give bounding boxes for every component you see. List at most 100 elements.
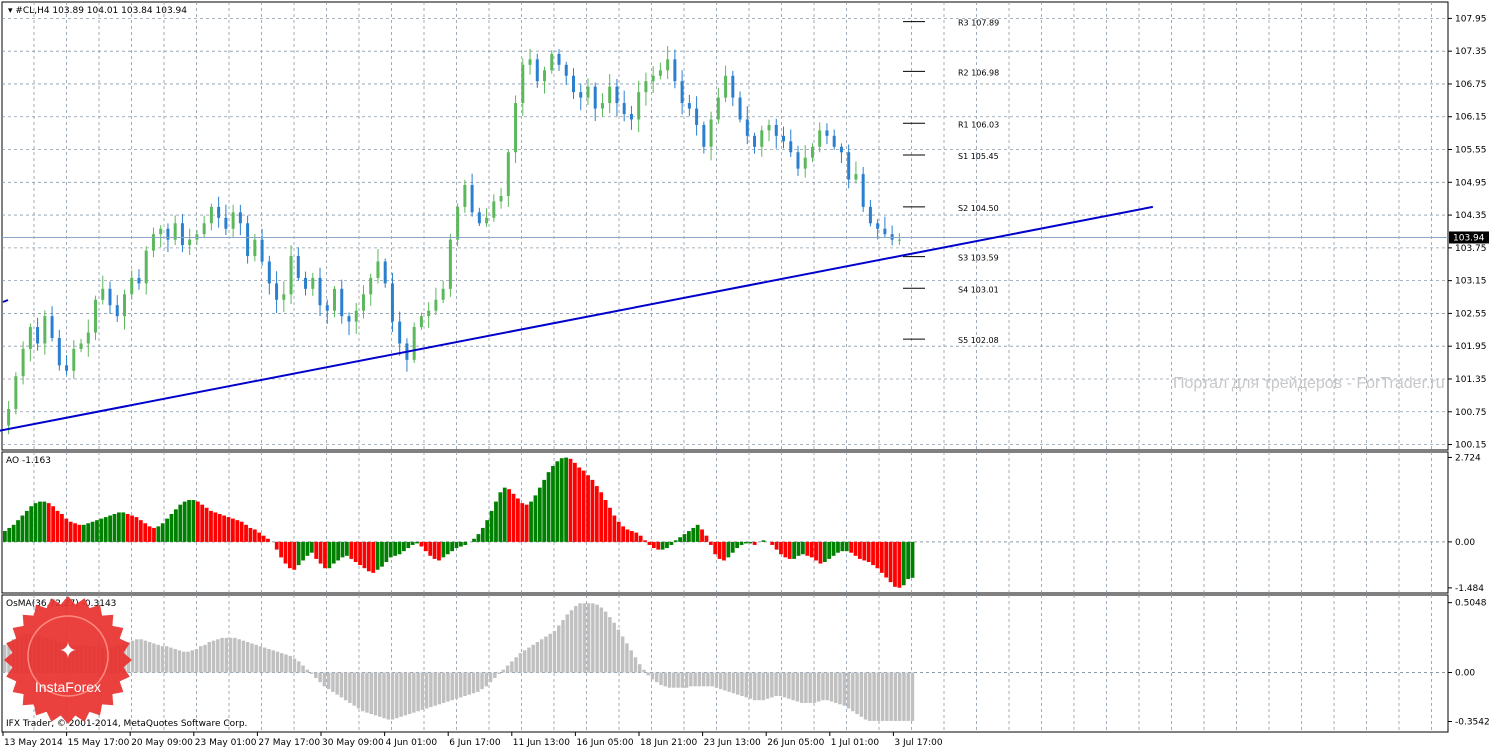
logo-ring [27,615,109,697]
ao-bar [498,492,503,542]
osma-bar [616,629,621,673]
osma-bar [186,651,190,673]
candle-body [644,81,648,93]
osma-bar [224,637,229,673]
ao-bar [621,526,626,542]
ao-bar [748,541,753,544]
ao-bar [673,540,678,542]
candle-body [427,310,431,317]
grid [1,1,1449,733]
ao-bar [174,509,178,542]
osma-bar [288,655,292,673]
ao-bar [827,541,832,559]
ao-bar [305,541,310,556]
ao-bar [349,541,354,559]
osma-bar [412,672,416,713]
osma-bar [876,672,881,721]
ao-bar [704,535,709,542]
ao-bar [51,506,56,542]
ao-bar [744,541,748,544]
candle-body [50,316,54,338]
candle-body [217,206,221,218]
osma-bar [169,647,173,673]
candle-body [28,327,32,349]
osma-bar [684,672,689,688]
ao-bar [345,541,349,556]
ao-bar [358,541,362,566]
ao-bar [581,470,586,542]
candle-body [658,70,662,76]
osma-bar [365,672,369,713]
osma-bar [348,672,352,703]
chart-title: ▾ #CL,H4 103.89 104.01 103.84 103.94 [8,6,187,16]
candle-body [543,70,547,82]
ao-bar [7,527,12,542]
x-tick-label: 23 May 01:00 [195,738,257,748]
osma-bar [812,672,817,703]
candle-body [456,206,460,240]
candle-body [188,239,192,246]
ao-bar [371,541,376,573]
ao-bar [182,501,187,542]
candle-body [564,64,568,76]
osma-bar [326,672,331,690]
ao-bar [415,541,419,544]
ao-bar [651,541,656,549]
main-frame [1,1,1449,451]
ao-bar [252,529,257,542]
candle-body [238,212,242,224]
osma-bar [429,672,433,708]
ao-bar [178,504,183,542]
y-tick-label: 107.35 [1455,47,1487,57]
candle-body [434,299,438,311]
y-tick-label: 100.75 [1455,408,1487,418]
candle-body [897,239,901,241]
osma-bar [693,672,697,687]
osma-bar [135,639,139,673]
ao-bar [871,541,875,566]
osma-bar [258,646,263,673]
candle-body [883,228,887,235]
candle-body [115,305,119,317]
osma-bar [424,672,429,709]
osma-bar [241,640,246,673]
ao-bar [752,541,757,545]
candle-body [695,108,699,125]
ao-bar [507,489,512,542]
x-tick-label: 20 May 09:00 [131,738,193,748]
osma-bar [407,672,412,715]
ao-bar [46,503,51,542]
osma-bar [791,672,795,701]
ao-bar [494,501,498,542]
candle-body [21,348,25,377]
osma-y-tick-label: 0.00 [1455,668,1475,678]
ao-bar [108,515,113,542]
ao-bar [24,510,29,542]
ao-bar [801,541,805,555]
candle-body [347,316,351,322]
ao-bar [568,458,573,542]
candle-body [680,81,684,104]
candle-body [767,124,771,131]
ao-bar [840,541,845,552]
ao-bar [445,541,450,555]
osma-bar [706,672,710,687]
pivot-label: R3 107.89 [958,19,999,28]
ao-bar [73,523,77,542]
osma-bar [629,650,633,673]
candle-body [760,130,764,147]
ao-bar [660,541,665,550]
ao-bar [200,504,205,542]
candle-body [796,152,800,169]
osma-bar [493,672,497,679]
osma-bar [574,606,578,673]
ao-bar [244,524,248,542]
osma-bar [199,646,203,673]
candle-body [180,223,184,246]
osma-bar [450,672,454,701]
osma-bar [403,672,408,716]
osma-bar [710,672,714,687]
ao-bar [86,523,91,542]
y-tick-label: 103.15 [1455,277,1487,287]
